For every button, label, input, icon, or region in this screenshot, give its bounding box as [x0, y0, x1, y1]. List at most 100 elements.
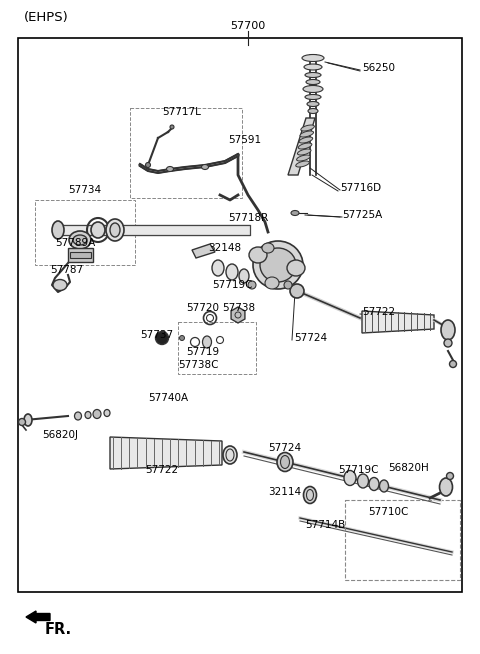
Text: 57725A: 57725A [342, 210, 382, 220]
Ellipse shape [301, 125, 314, 131]
Ellipse shape [91, 222, 105, 238]
Text: 56820H: 56820H [388, 463, 429, 473]
Ellipse shape [104, 409, 110, 417]
Ellipse shape [226, 264, 238, 280]
Ellipse shape [298, 143, 312, 149]
Text: 57734: 57734 [68, 185, 101, 195]
Ellipse shape [202, 165, 208, 169]
Polygon shape [192, 244, 215, 258]
Ellipse shape [19, 419, 25, 426]
Text: (EHPS): (EHPS) [24, 12, 69, 24]
Ellipse shape [203, 336, 212, 348]
Ellipse shape [53, 279, 67, 290]
Text: 57738: 57738 [222, 303, 255, 313]
Ellipse shape [253, 241, 303, 289]
Text: 57719C: 57719C [212, 280, 252, 290]
Ellipse shape [298, 149, 311, 155]
Polygon shape [110, 437, 222, 469]
Ellipse shape [446, 472, 454, 479]
Ellipse shape [167, 167, 173, 171]
Polygon shape [58, 225, 250, 235]
Text: 32114: 32114 [268, 487, 301, 497]
Polygon shape [68, 248, 93, 262]
Ellipse shape [74, 412, 82, 420]
Ellipse shape [284, 281, 292, 289]
Ellipse shape [380, 480, 388, 492]
Text: 57787: 57787 [50, 265, 83, 275]
Ellipse shape [305, 73, 321, 78]
Ellipse shape [302, 54, 324, 61]
Bar [35, 200, 135, 265]
Ellipse shape [265, 277, 279, 289]
Text: 32148: 32148 [208, 243, 241, 253]
Ellipse shape [249, 247, 267, 263]
Ellipse shape [291, 211, 299, 216]
Text: 57716D: 57716D [340, 183, 381, 193]
Ellipse shape [180, 336, 184, 341]
Text: 57789A: 57789A [55, 238, 95, 248]
Ellipse shape [296, 161, 309, 167]
Ellipse shape [440, 478, 453, 496]
Ellipse shape [299, 137, 312, 143]
Ellipse shape [260, 248, 296, 282]
Ellipse shape [85, 411, 91, 419]
Ellipse shape [156, 332, 168, 345]
Text: 57719C: 57719C [338, 465, 379, 475]
Polygon shape [362, 311, 434, 333]
Bar [130, 108, 242, 198]
Text: 56250: 56250 [362, 63, 395, 73]
Ellipse shape [145, 162, 151, 167]
Text: 57718R: 57718R [228, 213, 268, 223]
Ellipse shape [73, 235, 87, 245]
Text: 57700: 57700 [230, 21, 265, 31]
Ellipse shape [307, 101, 319, 107]
Ellipse shape [449, 360, 456, 368]
Ellipse shape [369, 477, 379, 490]
Ellipse shape [308, 109, 318, 114]
Text: 57737: 57737 [140, 330, 173, 340]
Text: FR.: FR. [45, 623, 72, 638]
Ellipse shape [290, 284, 304, 298]
Text: 57738C: 57738C [178, 360, 218, 370]
Text: 57591: 57591 [228, 135, 261, 145]
Ellipse shape [93, 409, 101, 419]
Ellipse shape [306, 80, 320, 84]
Ellipse shape [106, 219, 124, 241]
Ellipse shape [239, 269, 249, 283]
Text: 57717L: 57717L [162, 107, 201, 117]
Ellipse shape [170, 125, 174, 129]
Ellipse shape [441, 320, 455, 340]
Polygon shape [70, 252, 91, 258]
Ellipse shape [277, 453, 293, 472]
Ellipse shape [344, 470, 356, 485]
Ellipse shape [303, 86, 323, 92]
Ellipse shape [300, 131, 313, 137]
Text: 57719: 57719 [186, 347, 219, 357]
Ellipse shape [110, 223, 120, 237]
Ellipse shape [280, 455, 289, 468]
Text: 57724: 57724 [268, 443, 301, 453]
Ellipse shape [262, 243, 274, 253]
Text: 57722: 57722 [145, 465, 178, 475]
Text: 57724: 57724 [294, 333, 327, 343]
Ellipse shape [69, 231, 91, 249]
Bar [18, 38, 462, 592]
Bar [178, 322, 256, 374]
Text: 56820J: 56820J [42, 430, 78, 440]
Polygon shape [288, 118, 315, 175]
FancyArrow shape [26, 611, 50, 623]
Ellipse shape [52, 221, 64, 239]
Ellipse shape [297, 155, 310, 161]
Text: 57714B: 57714B [305, 520, 345, 530]
Ellipse shape [303, 487, 316, 504]
Ellipse shape [223, 446, 237, 464]
Ellipse shape [24, 414, 32, 426]
Ellipse shape [287, 260, 305, 276]
Text: 57720: 57720 [186, 303, 219, 313]
Text: 57710C: 57710C [368, 507, 408, 517]
Ellipse shape [358, 474, 369, 488]
Ellipse shape [305, 94, 321, 99]
Polygon shape [231, 307, 245, 323]
Bar [345, 500, 460, 580]
Ellipse shape [212, 260, 224, 276]
